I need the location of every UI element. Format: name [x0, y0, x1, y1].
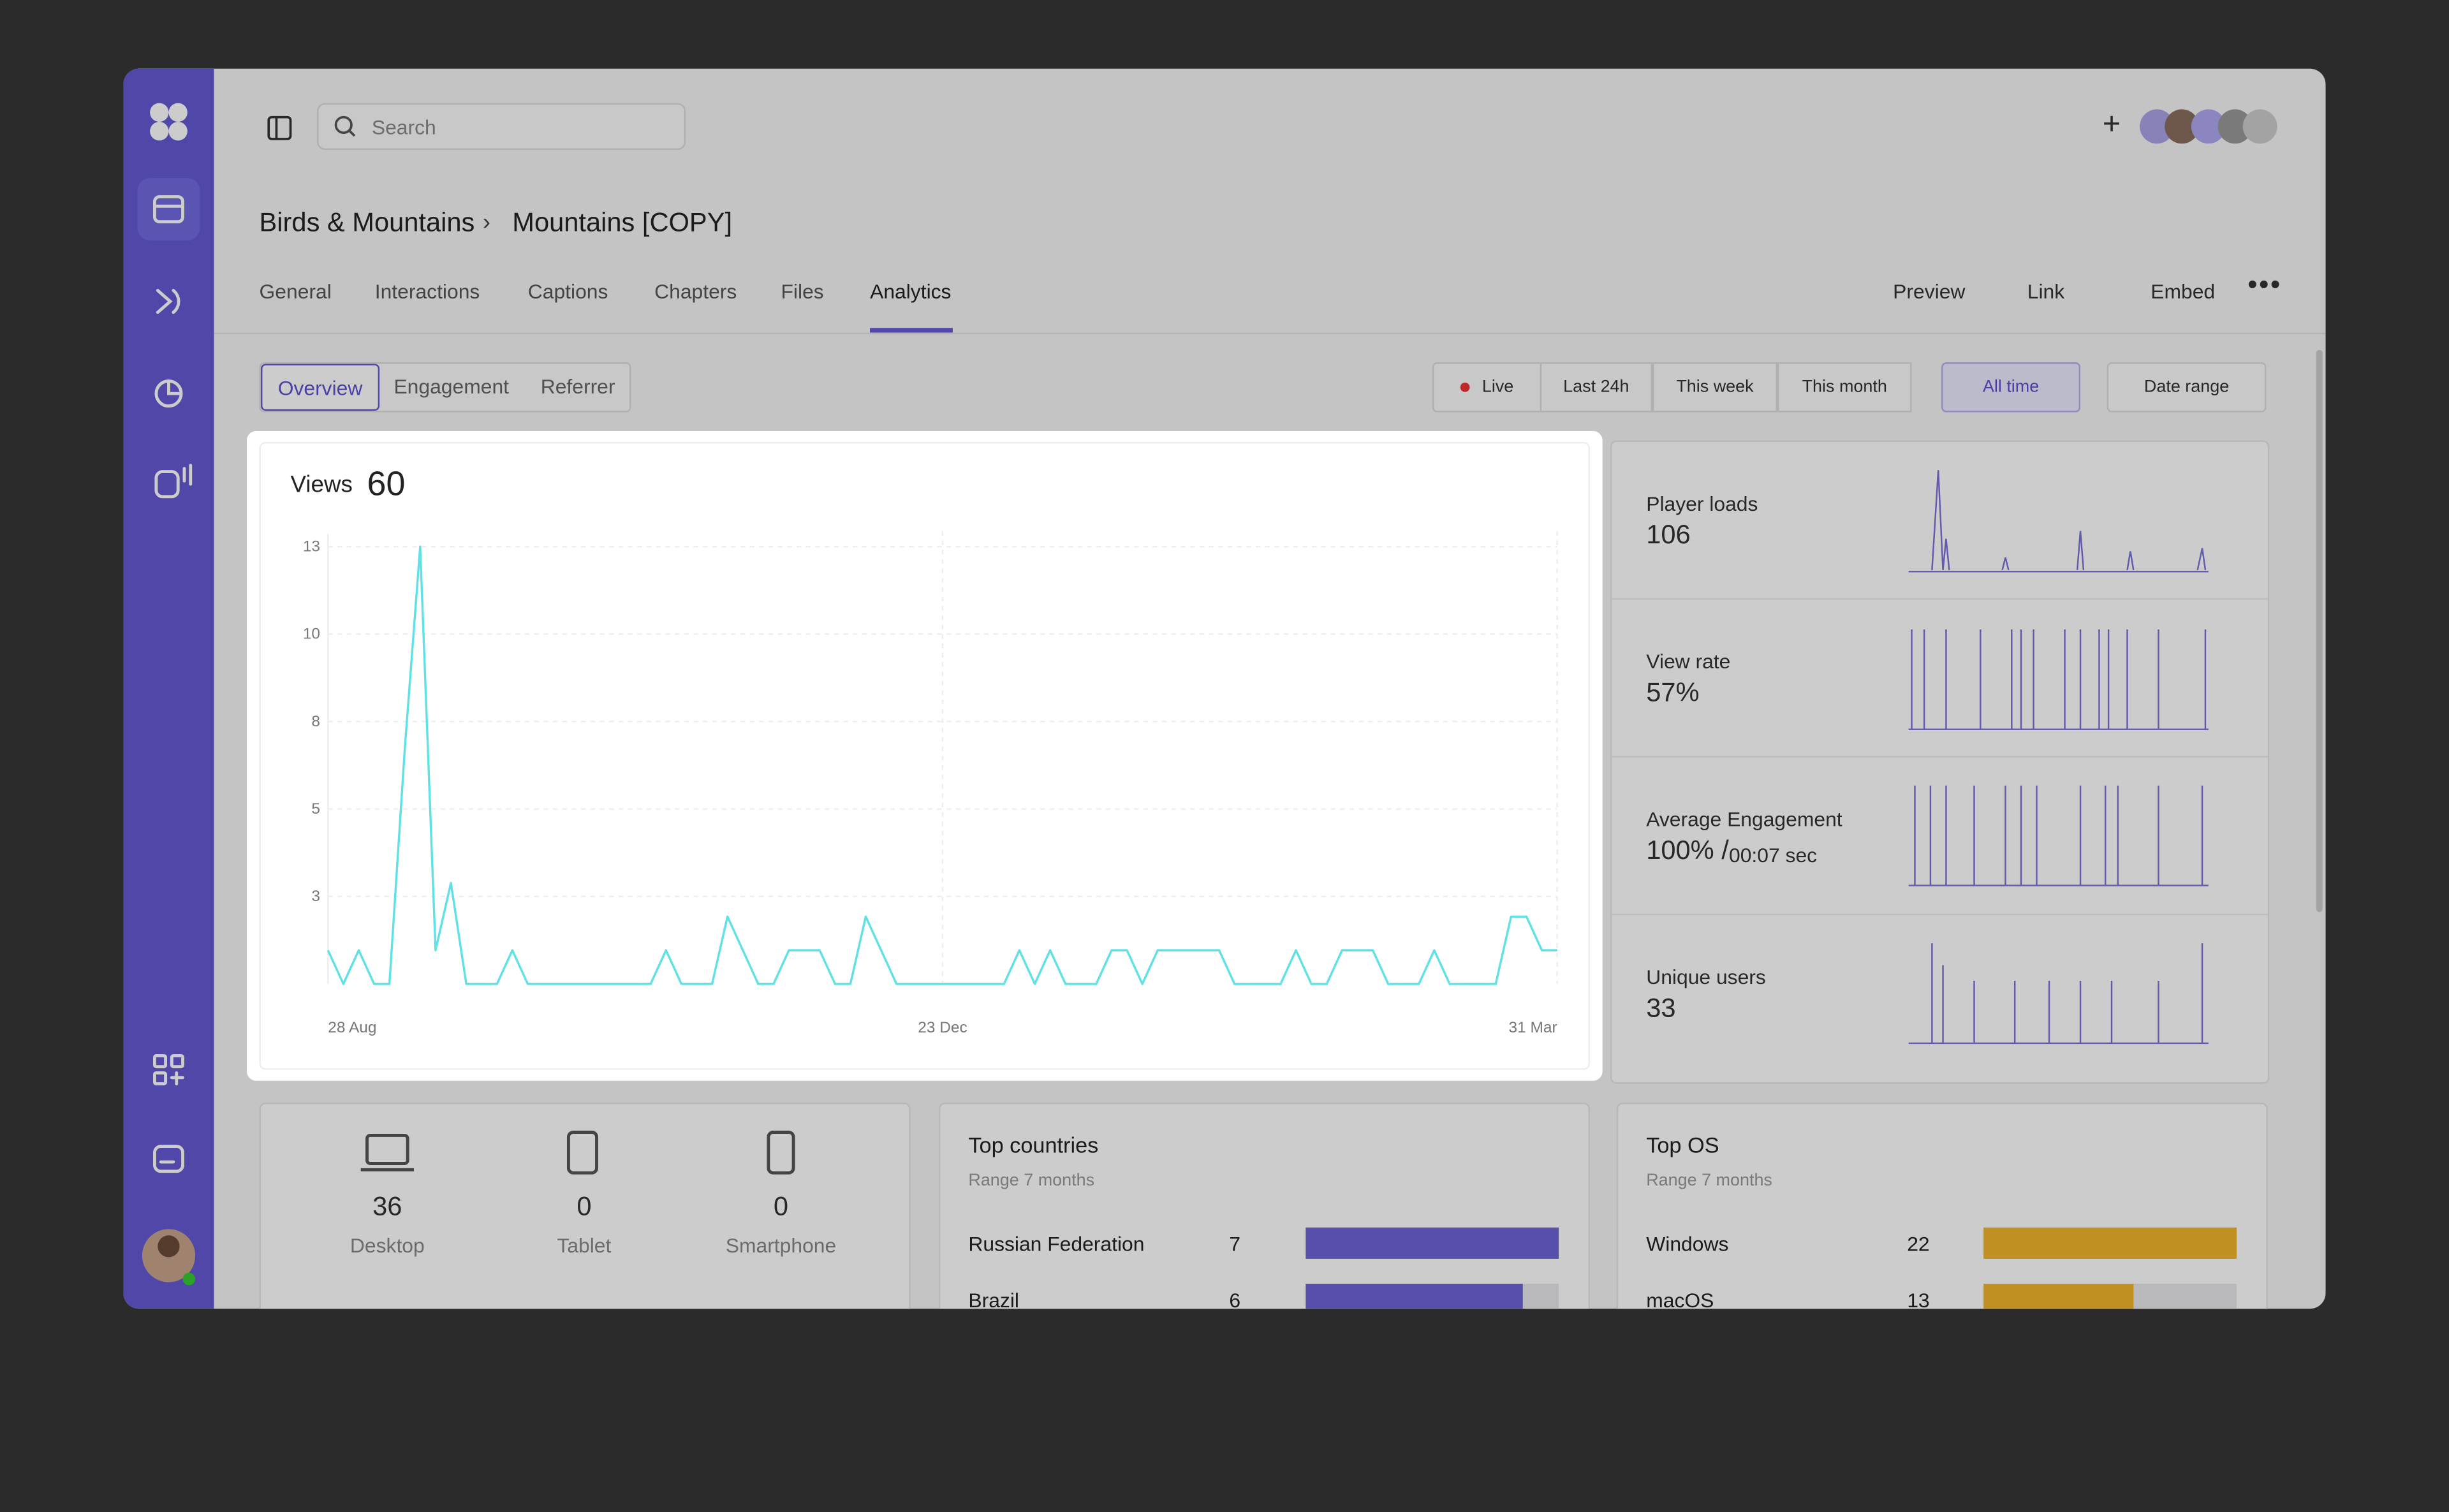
range-label: Last 24h: [1563, 378, 1629, 397]
breadcrumb-current: Mountains [COPY]: [512, 207, 733, 238]
device-label: Tablet: [557, 1233, 612, 1258]
tab[interactable]: Analytics: [870, 279, 952, 304]
row-value: 6: [1229, 1288, 1241, 1309]
chart-title: Views: [290, 471, 353, 499]
bar: [1305, 1227, 1559, 1259]
metric-divider: [1612, 598, 2268, 600]
countries-subtitle: Range 7 months: [968, 1171, 1095, 1191]
device-count: 0: [577, 1191, 592, 1222]
device-count: 0: [773, 1191, 789, 1222]
metric-label: Average Engagement: [1646, 807, 1842, 831]
device-label: Desktop: [349, 1233, 425, 1258]
device-icons: [360, 1131, 795, 1175]
row-value: 7: [1229, 1232, 1241, 1256]
range-label: This month: [1802, 378, 1887, 397]
breadcrumb-separator: ›: [482, 209, 490, 236]
scrollbar: [2316, 349, 2323, 913]
device-count: 36: [372, 1191, 402, 1222]
metric-detail: 00:07 sec: [1729, 843, 1818, 867]
metrics-card: Player loads 106 View rate 57% Average Engag…: [1610, 440, 2270, 1084]
row-name: macOS: [1646, 1288, 1714, 1309]
sidebar-icons: [137, 103, 200, 1286]
modal-card: [259, 442, 1591, 1070]
tab[interactable]: Chapters: [654, 279, 737, 304]
svg-text:+: +: [2103, 107, 2121, 142]
row-name: Russian Federation: [968, 1232, 1145, 1256]
action-button[interactable]: Embed: [2151, 279, 2216, 304]
subtab[interactable]: Overview: [260, 363, 380, 411]
tab[interactable]: Captions: [527, 279, 608, 304]
range-button[interactable]: This month: [1777, 362, 1912, 413]
bar: [1983, 1284, 2133, 1309]
y-tick-label: 3: [311, 888, 320, 905]
os-title: Top OS: [1646, 1132, 1719, 1157]
metric-label: View rate: [1646, 649, 1731, 673]
collaborators: +: [2103, 107, 2277, 144]
y-tick-label: 5: [311, 800, 320, 818]
range-button[interactable]: Last 24h: [1540, 362, 1653, 413]
y-tick-label: 10: [303, 626, 320, 643]
subtab[interactable]: Engagement: [393, 374, 510, 399]
row-name: Windows: [1646, 1232, 1729, 1256]
os-card: Top OS Range 7 months Windows 22 macOS 13: [1616, 1102, 2268, 1309]
tab[interactable]: Files: [781, 279, 824, 304]
row-value: 22: [1907, 1232, 1930, 1256]
row-value: 13: [1907, 1288, 1930, 1309]
metric-value: 106: [1646, 520, 1691, 550]
action-button[interactable]: Preview: [1893, 279, 1966, 304]
metric-value: 33: [1646, 993, 1676, 1024]
device-label: Smartphone: [725, 1233, 837, 1258]
search-box[interactable]: Search: [317, 103, 686, 150]
views-modal: Views 60 3 5 8 10 13 28 Aug 23 Dec 31 Mar: [246, 430, 1603, 1081]
live-dot: [1460, 383, 1470, 392]
range-button[interactable]: All time: [1941, 362, 2081, 413]
metric-value: 57%: [1646, 677, 1700, 708]
devices-card: 36 Desktop 0 Tablet 0 Smartphone: [259, 1102, 911, 1309]
subtab[interactable]: Referrer: [540, 374, 615, 399]
divider: [214, 332, 2326, 335]
search-icon: [334, 115, 356, 137]
x-tick-label: 28 Aug: [328, 1019, 376, 1036]
more-menu[interactable]: •••: [2247, 268, 2282, 300]
sidebar-toggle[interactable]: [264, 112, 295, 143]
range-button[interactable]: Live: [1432, 362, 1542, 413]
search-placeholder: Search: [371, 115, 436, 139]
range-label: Live: [1482, 378, 1514, 397]
y-tick-label: 8: [311, 713, 320, 730]
range-label: This week: [1676, 378, 1754, 397]
metric-label: Player loads: [1646, 492, 1758, 516]
action-button[interactable]: Link: [2027, 279, 2065, 304]
stage: Search + Birds & Mountains › Mountains […: [123, 68, 2326, 1309]
views-line: [327, 545, 1557, 985]
metric-divider: [1612, 756, 2268, 758]
metric-divider: [1612, 913, 2268, 916]
x-tick-label: 31 Mar: [1508, 1019, 1557, 1036]
bar: [1983, 1227, 2237, 1259]
x-tick-label: 23 Dec: [918, 1019, 967, 1036]
range-label: Date range: [2144, 378, 2230, 397]
metric-label: Unique users: [1646, 965, 1766, 989]
bar: [1305, 1284, 1523, 1309]
views-chart: 3 5 8 10 13 28 Aug 23 Dec 31 Mar: [303, 531, 1558, 1036]
range-label: All time: [1982, 378, 2040, 397]
row-name: Brazil: [968, 1288, 1019, 1309]
sparklines: [1908, 470, 2209, 1045]
y-tick-label: 13: [303, 538, 320, 555]
sidebar: [123, 68, 214, 1309]
range-button[interactable]: Date range: [2107, 362, 2267, 413]
active-tab-indicator: [870, 328, 953, 333]
os-subtitle: Range 7 months: [1646, 1171, 1772, 1191]
breadcrumb-parent[interactable]: Birds & Mountains: [259, 207, 475, 238]
range-button[interactable]: This week: [1652, 362, 1777, 413]
tab[interactable]: General: [259, 279, 332, 304]
metric-value: 100% /: [1646, 835, 1729, 865]
tab[interactable]: Interactions: [374, 279, 480, 304]
chart-total: 60: [367, 464, 406, 503]
countries-title: Top countries: [968, 1132, 1099, 1157]
countries-card: Top countries Range 7 months Russian Fed…: [938, 1102, 1591, 1309]
